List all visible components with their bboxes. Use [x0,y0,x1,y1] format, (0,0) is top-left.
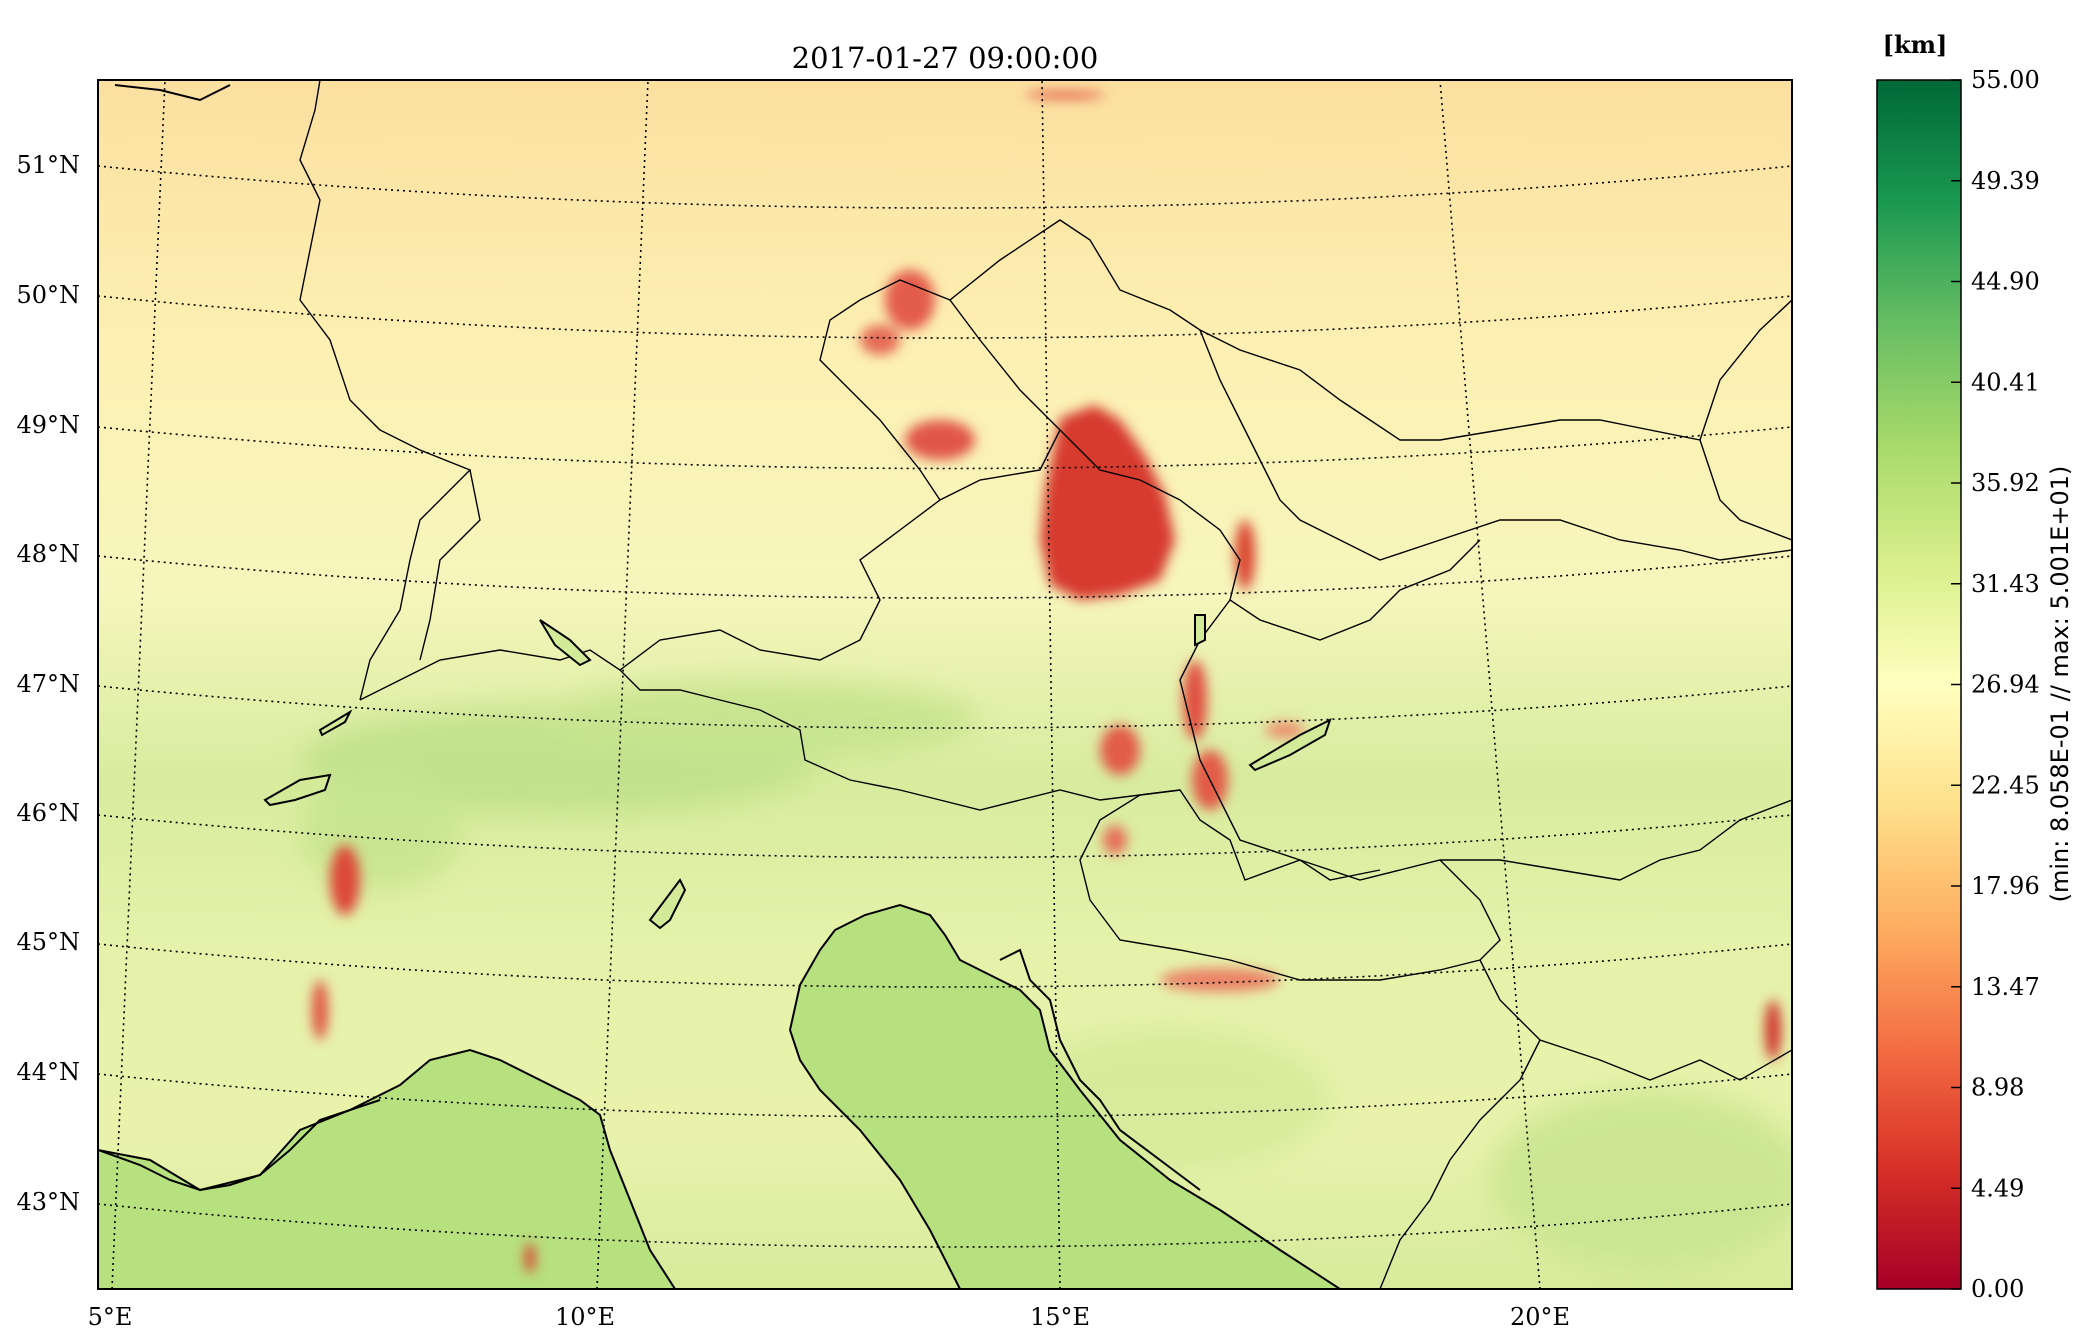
low-value-patches [312,91,1781,1273]
lat-label-49N: 49°N [16,411,80,439]
colorbar-tick-label: 44.90 [1971,268,2040,296]
lon-label-15E: 15°E [1030,1303,1090,1331]
colorbar: [km] 55.00 49.39 44.90 40.41 35.92 31.43 26.94… [1876,30,2074,1303]
colorbar-tick-label: 4.49 [1971,1174,2024,1202]
parallel-45N [98,943,1792,988]
lat-label-47N: 47°N [16,670,80,698]
map-frame [97,79,1793,1290]
meridian-10E [596,80,649,1289]
colorbar-tick-label: 49.39 [1971,167,2040,195]
map-title: 2017-01-27 09:00:00 [792,41,1099,75]
colorbar-tick-label: 8.98 [1971,1074,2024,1102]
colorbar-tick-label: 17.96 [1971,872,2040,900]
lake-balaton [1248,718,1332,772]
lon-label-20E: 20°E [1510,1303,1570,1331]
coastlines [98,84,1201,1192]
lon-label-5E: 5°E [88,1303,133,1331]
lake-constance [539,619,592,667]
lat-label-44N: 44°N [16,1058,80,1086]
map-panel [98,80,1792,1289]
colorbar-tick-label: 0.00 [1971,1275,2024,1303]
adriatic-sea [788,903,1342,1289]
colorbar-tick-label: 40.41 [1971,368,2040,396]
lat-label-45N: 45°N [16,928,80,956]
colorbar-tick-label: 31.43 [1971,570,2040,598]
lake-garda [648,878,687,930]
lat-label-50N: 50°N [16,281,80,309]
parallel-50N [98,295,1792,339]
parallel-47N [98,685,1792,729]
lakes [263,614,1332,930]
parallel-43N [98,1203,1792,1248]
parallel-49N [98,426,1792,470]
colorbar-unit: [km] [1883,30,1948,59]
lake-neuchatel [318,709,353,737]
lat-label-48N: 48°N [16,540,80,568]
colorbar-tick-label: 13.47 [1971,973,2040,1001]
parallel-44N [98,1073,1792,1118]
longitude-labels: 5°E 10°E 15°E 20°E [88,1303,1570,1331]
meridian-20E [1439,80,1541,1289]
lake-geneva [263,773,332,807]
parallel-51N [98,165,1792,209]
colorbar-gradient [1876,79,1962,1290]
lon-label-10E: 10°E [555,1303,615,1331]
colorbar-ticks: 55.00 49.39 44.90 40.41 35.92 31.43 26.94 22.45… [1951,66,2040,1303]
lat-label-43N: 43°N [16,1188,80,1216]
parallel-46N [98,814,1792,859]
lake-neusiedl [1194,614,1206,647]
colorbar-range-label: (min: 8.058E-01 // max: 5.001E+01) [2046,466,2074,903]
colorbar-tick-label: 22.45 [1971,771,2040,799]
meridian-5E [111,80,166,1289]
colorbar-tick-label: 26.94 [1971,671,2040,699]
colorbar-tick-label: 35.92 [1971,469,2040,497]
colorbar-tick-label: 55.00 [1971,66,2040,94]
lat-label-46N: 46°N [16,799,80,827]
latitude-labels: 51°N 50°N 49°N 48°N 47°N 46°N 45°N 44°N … [16,151,80,1216]
graticule [98,80,1792,1289]
parallel-48N [98,555,1792,599]
alps-green-zone [300,680,1792,1270]
lat-label-51N: 51°N [16,151,80,179]
